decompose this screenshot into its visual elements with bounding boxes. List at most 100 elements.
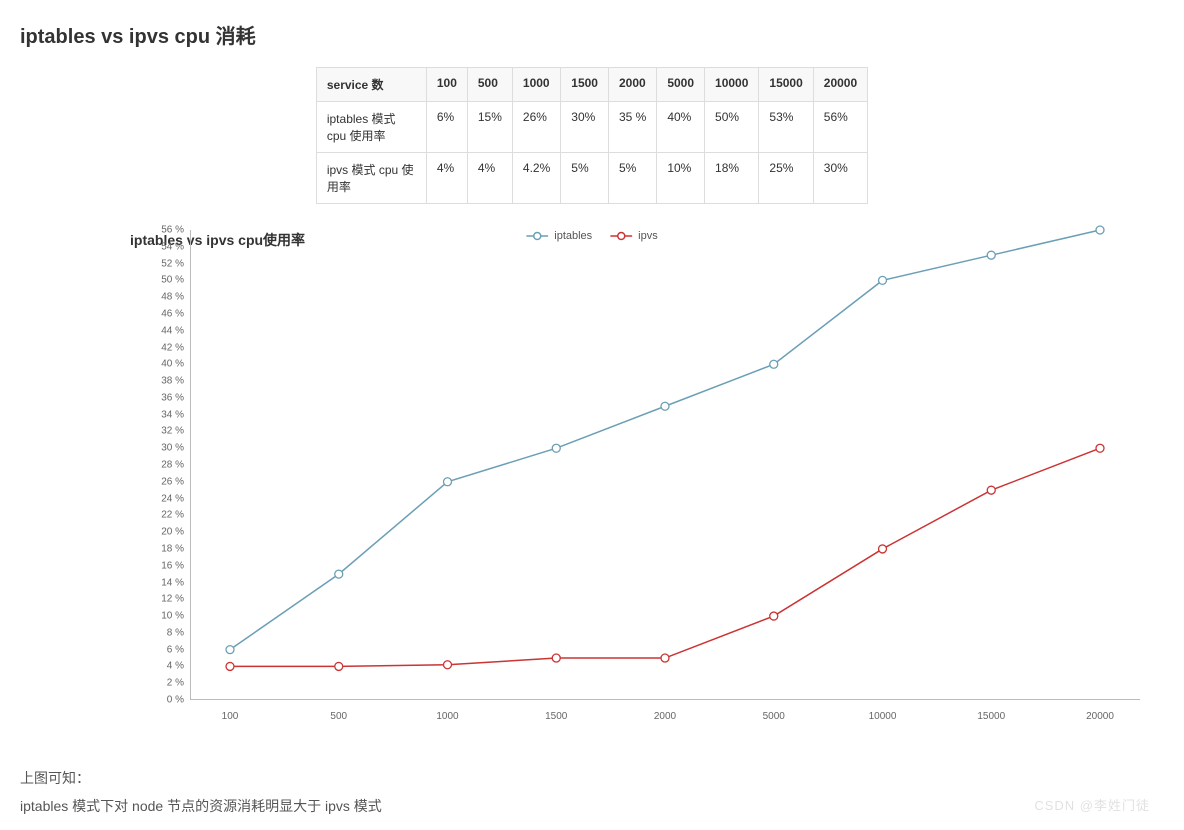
y-tick-label: 2 %	[130, 678, 184, 689]
series-marker	[987, 251, 995, 259]
y-tick-label: 36 %	[130, 392, 184, 403]
table-cell: 35 %	[608, 102, 656, 153]
table-col-header: 10000	[705, 68, 759, 102]
y-tick-label: 50 %	[130, 275, 184, 286]
table-row-label: iptables 模式 cpu 使用率	[316, 102, 426, 153]
series-marker	[444, 661, 452, 669]
table-cell: 15%	[467, 102, 512, 153]
y-tick-label: 6 %	[130, 644, 184, 655]
table-header-row: service 数1005001000150020005000100001500…	[316, 68, 867, 102]
table-col-header: 2000	[608, 68, 656, 102]
table-cell: 4.2%	[512, 153, 560, 204]
y-tick-label: 44 %	[130, 325, 184, 336]
table-cell: 6%	[426, 102, 467, 153]
table-cell: 50%	[705, 102, 759, 153]
series-marker	[661, 402, 669, 410]
table-cell: 18%	[705, 153, 759, 204]
table-cell: 30%	[813, 153, 867, 204]
table-cell: 5%	[561, 153, 609, 204]
x-tick-label: 2000	[654, 711, 676, 722]
y-tick-label: 18 %	[130, 543, 184, 554]
series-marker	[1096, 444, 1104, 452]
y-tick-label: 30 %	[130, 443, 184, 454]
x-tick-label: 1000	[436, 711, 458, 722]
series-marker	[552, 444, 560, 452]
table-cell: 5%	[608, 153, 656, 204]
y-tick-label: 52 %	[130, 258, 184, 269]
table-cell: 10%	[657, 153, 705, 204]
series-marker	[335, 662, 343, 670]
table-row: ipvs 模式 cpu 使用率4%4%4.2%5%5%10%18%25%30%	[316, 153, 867, 204]
series-marker	[770, 612, 778, 620]
plot-svg	[190, 230, 1140, 700]
y-tick-label: 46 %	[130, 308, 184, 319]
y-tick-label: 8 %	[130, 627, 184, 638]
y-tick-label: 24 %	[130, 493, 184, 504]
x-tick-label: 1500	[545, 711, 567, 722]
x-tick-label: 100	[222, 711, 239, 722]
x-tick-label: 20000	[1086, 711, 1114, 722]
series-marker	[552, 654, 560, 662]
series-marker	[1096, 226, 1104, 234]
table-cell: 4%	[426, 153, 467, 204]
table-header-label: service 数	[316, 68, 426, 102]
table-col-header: 5000	[657, 68, 705, 102]
y-tick-label: 34 %	[130, 409, 184, 420]
y-tick-label: 22 %	[130, 510, 184, 521]
table-cell: 4%	[467, 153, 512, 204]
x-tick-label: 5000	[763, 711, 785, 722]
table-col-header: 100	[426, 68, 467, 102]
footer-line-2: iptables 模式下对 node 节点的资源消耗明显大于 ipvs 模式	[20, 792, 1164, 820]
footer-text: 上图可知： iptables 模式下对 node 节点的资源消耗明显大于 ipv…	[20, 764, 1164, 820]
y-tick-label: 16 %	[130, 560, 184, 571]
series-line	[230, 448, 1100, 666]
x-tick-label: 15000	[977, 711, 1005, 722]
table-cell: 53%	[759, 102, 813, 153]
table-cell: 30%	[561, 102, 609, 153]
y-tick-label: 20 %	[130, 527, 184, 538]
series-marker	[444, 478, 452, 486]
table-col-header: 15000	[759, 68, 813, 102]
table-cell: 26%	[512, 102, 560, 153]
cpu-table-wrap: service 数1005001000150020005000100001500…	[20, 67, 1164, 204]
y-tick-label: 28 %	[130, 460, 184, 471]
x-tick-label: 500	[330, 711, 347, 722]
table-row: iptables 模式 cpu 使用率6%15%26%30%35 %40%50%…	[316, 102, 867, 153]
table-cell: 25%	[759, 153, 813, 204]
chart-block: iptables vs ipvs cpu使用率 iptablesipvs 0 %…	[20, 230, 1164, 730]
x-tick-label: 10000	[869, 711, 897, 722]
y-tick-label: 4 %	[130, 661, 184, 672]
series-line	[230, 230, 1100, 650]
series-marker	[226, 646, 234, 654]
table-cell: 56%	[813, 102, 867, 153]
y-tick-label: 56 %	[130, 225, 184, 236]
table-cell: 40%	[657, 102, 705, 153]
table-row-label: ipvs 模式 cpu 使用率	[316, 153, 426, 204]
series-marker	[661, 654, 669, 662]
series-marker	[879, 545, 887, 553]
series-marker	[335, 570, 343, 578]
table-col-header: 500	[467, 68, 512, 102]
y-tick-label: 38 %	[130, 376, 184, 387]
table-col-header: 1500	[561, 68, 609, 102]
series-marker	[987, 486, 995, 494]
chart-area: 0 % 2 % 4 % 6 % 8 % 10 % 12 % 14 % 16 % 18 % 20 % 2…	[130, 230, 1164, 730]
series-marker	[879, 276, 887, 284]
table-col-header: 20000	[813, 68, 867, 102]
y-tick-label: 40 %	[130, 359, 184, 370]
y-tick-label: 54 %	[130, 241, 184, 252]
y-tick-label: 10 %	[130, 611, 184, 622]
y-tick-label: 48 %	[130, 292, 184, 303]
footer-line-1: 上图可知：	[20, 764, 1164, 792]
watermark: CSDN @李姓门徒	[1034, 795, 1150, 814]
y-tick-label: 42 %	[130, 342, 184, 353]
table-col-header: 1000	[512, 68, 560, 102]
page-title: iptables vs ipvs cpu 消耗	[20, 20, 1164, 49]
y-tick-label: 32 %	[130, 426, 184, 437]
y-tick-label: 26 %	[130, 476, 184, 487]
y-tick-label: 14 %	[130, 577, 184, 588]
y-tick-label: 0 %	[130, 695, 184, 706]
series-marker	[226, 662, 234, 670]
y-tick-label: 12 %	[130, 594, 184, 605]
series-marker	[770, 360, 778, 368]
